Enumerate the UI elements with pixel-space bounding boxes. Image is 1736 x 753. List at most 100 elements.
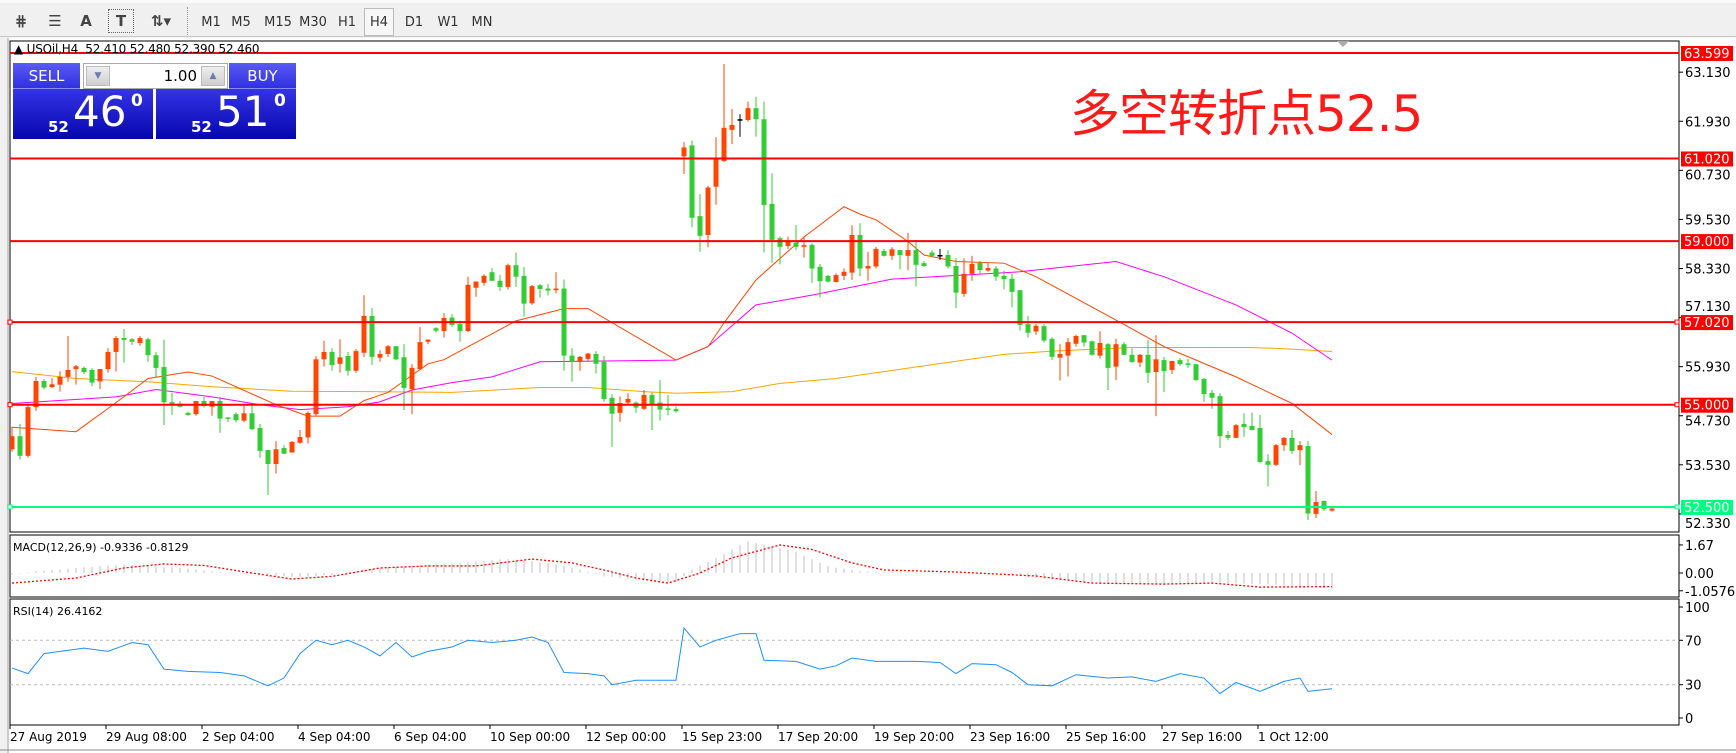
price-tick-label: 60.730 bbox=[1685, 168, 1731, 183]
candle-body bbox=[1321, 500, 1327, 509]
candle-body bbox=[465, 284, 471, 332]
candle-body bbox=[897, 250, 903, 256]
candle-body bbox=[785, 240, 791, 247]
candle-body bbox=[129, 339, 135, 342]
candle-body bbox=[673, 409, 679, 412]
candle-body bbox=[1065, 342, 1071, 356]
candle-body bbox=[1217, 396, 1223, 437]
lot-decrease-button[interactable]: ▼ bbox=[86, 66, 110, 86]
candle-body bbox=[825, 275, 831, 282]
candle-body bbox=[25, 407, 31, 456]
candle-body bbox=[201, 401, 207, 406]
text-label-icon[interactable]: T bbox=[108, 9, 134, 33]
timeframe-mn[interactable]: MN bbox=[471, 14, 493, 30]
lot-increase-button[interactable]: ▲ bbox=[201, 66, 225, 86]
candle-body bbox=[921, 263, 927, 267]
timeframe-h4[interactable]: H4 bbox=[364, 8, 394, 36]
candle-body bbox=[585, 353, 591, 359]
candle-body bbox=[337, 357, 343, 364]
sell-price-point: 0 bbox=[131, 91, 143, 111]
candle-body bbox=[1153, 359, 1159, 372]
candle-body bbox=[1305, 446, 1311, 514]
text-icon[interactable]: A bbox=[80, 12, 92, 30]
candle-body bbox=[1185, 363, 1191, 365]
timeframe-m15[interactable]: M15 bbox=[264, 14, 292, 30]
candle-body bbox=[705, 187, 711, 235]
candle-body bbox=[145, 339, 151, 356]
fibonacci-icon[interactable]: ☰ bbox=[48, 12, 62, 30]
timeframe-h1[interactable]: H1 bbox=[337, 14, 357, 30]
candle-body bbox=[713, 159, 719, 187]
high-price: 52.480 bbox=[129, 42, 171, 56]
candle-body bbox=[1161, 360, 1167, 372]
level-label-box bbox=[1681, 234, 1733, 250]
annotation-text: 多空转折点52.5 bbox=[1070, 85, 1423, 143]
timeframe-d1[interactable]: D1 bbox=[404, 14, 424, 30]
timeframe-m1[interactable]: M1 bbox=[201, 14, 221, 30]
candle-body bbox=[1073, 335, 1079, 344]
candle-body bbox=[793, 242, 799, 247]
candle-body bbox=[73, 366, 79, 370]
candle-body bbox=[393, 346, 399, 360]
level-label: 55.000 bbox=[1684, 399, 1730, 414]
candle-body bbox=[1313, 502, 1319, 514]
candle-body bbox=[1105, 344, 1111, 368]
lot-value[interactable]: 1.00 bbox=[163, 67, 197, 85]
sell-button[interactable]: SELL bbox=[13, 63, 80, 89]
level-handle bbox=[7, 319, 13, 325]
macd-pane bbox=[9, 534, 1680, 598]
candle-body bbox=[401, 357, 407, 388]
candle-body bbox=[889, 249, 895, 256]
candle-body bbox=[1017, 290, 1023, 325]
timeframe-m5[interactable]: M5 bbox=[231, 14, 251, 30]
level-label: 59.000 bbox=[1684, 235, 1730, 250]
level-handle bbox=[7, 504, 13, 510]
indicators-icon[interactable]: ⋕ bbox=[14, 12, 28, 30]
candle-body bbox=[225, 417, 231, 419]
buy-button[interactable]: BUY bbox=[229, 63, 296, 89]
price-tick-label: 57.130 bbox=[1685, 300, 1731, 315]
candle-body bbox=[881, 250, 887, 256]
time-label: 2 Sep 04:00 bbox=[202, 730, 274, 744]
candle-body bbox=[1329, 508, 1335, 511]
timeframe-m30[interactable]: M30 bbox=[299, 14, 327, 30]
candle-body bbox=[817, 266, 823, 282]
candle-body bbox=[217, 401, 223, 419]
time-label: 27 Sep 16:00 bbox=[1162, 730, 1242, 744]
candle-body bbox=[481, 275, 487, 283]
ma-mid-line bbox=[11, 261, 1333, 411]
candle-body bbox=[1113, 344, 1119, 367]
time-label: 12 Sep 00:00 bbox=[586, 730, 666, 744]
candle-body bbox=[1089, 341, 1095, 355]
candle-body bbox=[417, 342, 423, 370]
ma-fast-line bbox=[11, 206, 1333, 435]
candle-body bbox=[241, 413, 247, 421]
candle-body bbox=[625, 398, 631, 403]
price-tick-label: 53.530 bbox=[1685, 459, 1731, 474]
candle-body bbox=[457, 324, 463, 332]
candle-body bbox=[89, 369, 95, 383]
time-label: 6 Sep 04:00 bbox=[394, 730, 466, 744]
sell-price-prefix: 52 bbox=[48, 118, 69, 136]
sell-price-box[interactable]: 52 46 0 bbox=[13, 87, 153, 139]
candle-body bbox=[473, 281, 479, 288]
candle-body bbox=[601, 361, 607, 399]
buy-price-box[interactable]: 52 51 0 bbox=[156, 87, 296, 139]
arrows-icon[interactable]: ⇅▾ bbox=[150, 12, 172, 30]
candle-body bbox=[649, 394, 655, 406]
candle-body bbox=[737, 119, 743, 121]
level-label: 52.500 bbox=[1684, 501, 1730, 516]
candle-body bbox=[1193, 364, 1199, 381]
level-handle bbox=[7, 402, 13, 408]
candle-body bbox=[1081, 335, 1087, 343]
candle-body bbox=[233, 414, 239, 421]
collapse-triangle-icon[interactable]: ▲ bbox=[14, 42, 24, 56]
buy-price-prefix: 52 bbox=[191, 118, 212, 136]
timeframe-w1[interactable]: W1 bbox=[437, 14, 459, 30]
price-tick-label: 61.930 bbox=[1685, 115, 1731, 130]
lot-size-field[interactable]: ▼ 1.00 ▲ bbox=[83, 63, 228, 89]
candle-body bbox=[1209, 392, 1215, 398]
candle-body bbox=[489, 272, 495, 281]
candle-body bbox=[1169, 360, 1175, 370]
